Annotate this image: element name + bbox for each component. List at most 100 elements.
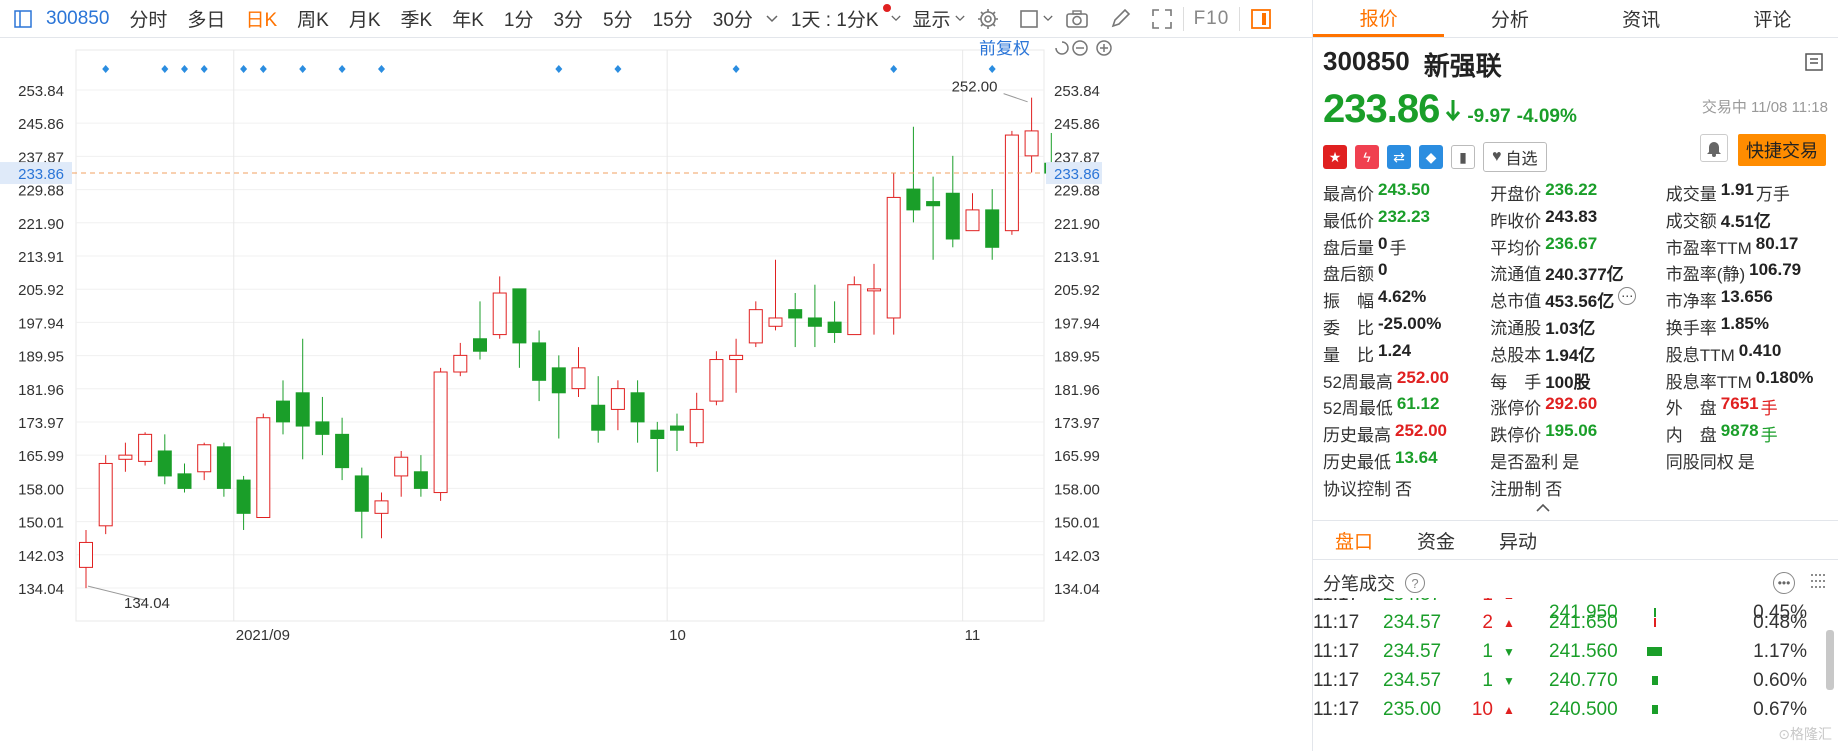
stats-row: 52周最高 252.00 每 手 100股 股息率TTM 0.180% [1323, 368, 1833, 395]
period-tab[interactable]: 多日 [187, 10, 226, 31]
stat-value: -25.00% [1378, 313, 1442, 333]
x-tick-label: 2021/09 [236, 627, 290, 644]
add-watchlist-label: 自选 [1505, 151, 1538, 168]
fq-toggle[interactable]: 前复权 [979, 40, 1030, 58]
event-marker[interactable] [240, 65, 248, 73]
stats-row: 52周最低 61.12 涨停价 292.60 外 盘 7651 手 [1323, 394, 1833, 421]
event-marker[interactable] [988, 65, 996, 73]
zoom-out-icon[interactable] [1072, 40, 1088, 56]
sub-tab[interactable]: 资金 [1417, 531, 1456, 553]
stat-label: 盘后量 [1323, 238, 1374, 258]
tag-icon[interactable]: ◆ [1419, 145, 1443, 169]
quote-tab[interactable]: 报价 [1313, 0, 1445, 37]
display-selector[interactable]: 显示 [903, 0, 967, 38]
period-tab[interactable]: 3分 [553, 10, 584, 31]
period-tab[interactable]: 15分 [652, 10, 693, 31]
event-marker[interactable] [161, 65, 169, 73]
event-marker[interactable] [181, 65, 188, 73]
candle-body [551, 367, 566, 394]
china-flag-icon[interactable]: ★ [1323, 145, 1347, 169]
bookmark-icon[interactable]: ▮ [1451, 145, 1475, 169]
stat-label: 盘后额 [1323, 265, 1374, 285]
stats-row: 委 比 -25.00% 流通股 1.03亿 换手率 1.85% [1323, 314, 1833, 341]
event-marker[interactable] [614, 65, 622, 73]
layout-square-icon[interactable] [1009, 0, 1055, 38]
bell-icon[interactable] [1700, 134, 1728, 162]
event-marker[interactable] [259, 65, 267, 73]
candle-body [295, 392, 310, 427]
more-icon[interactable]: ••• [1773, 572, 1795, 594]
lightning-icon[interactable]: ϟ [1355, 145, 1379, 169]
quote-tab[interactable]: 资讯 [1622, 10, 1661, 31]
candle-body [394, 456, 409, 477]
stat-cell: 开盘价 236.22 [1490, 180, 1666, 207]
stat-label: 最低价 [1323, 211, 1374, 231]
y-tick-label-left: 245.86 [18, 116, 64, 133]
quote-tab[interactable]: 评论 [1753, 10, 1792, 31]
settings-gear-icon[interactable] [967, 0, 1009, 38]
period-tab[interactable]: 5分 [603, 10, 633, 31]
stat-cell: 最低价 232.23 [1323, 207, 1490, 234]
tick-row: 11:17 234.57 1 ▼ 241.560 1.17% [1313, 637, 1838, 666]
collapse-chevron-icon[interactable] [1535, 500, 1551, 518]
quote-tab[interactable]: 分析 [1490, 10, 1529, 31]
tick-row: 11:17 235.00 10 ▲ 240.500 0.67% [1313, 695, 1838, 724]
period-tab[interactable]: 周K [297, 10, 329, 31]
stat-cell: 外 盘 7651 手 [1666, 394, 1833, 421]
stat-value: 195.06 [1545, 421, 1598, 441]
zoom-in-icon[interactable] [1096, 40, 1112, 56]
sub-tab[interactable]: 盘口 [1335, 531, 1374, 553]
period-tab[interactable]: 1分 [503, 10, 534, 31]
list-icon[interactable] [1804, 52, 1824, 77]
stat-cell: 每 手 100股 [1490, 368, 1666, 395]
candle-body [689, 408, 704, 444]
panel-toggle-icon[interactable] [1240, 0, 1282, 38]
sidebar-toggle-icon[interactable] [0, 0, 36, 38]
period-tab[interactable]: 年K [452, 10, 484, 31]
candle-body [216, 446, 231, 489]
tick-price: 234.57 [1383, 598, 1441, 606]
f10-button[interactable]: F10 [1193, 7, 1230, 29]
chevron-down-icon[interactable] [889, 0, 903, 38]
stat-value: 4.62% [1378, 287, 1427, 307]
help-icon[interactable]: ? [1405, 573, 1425, 593]
event-marker[interactable] [102, 65, 110, 73]
x-tick-label: 10 [669, 627, 686, 644]
stat-cell: 股息率TTM 0.180% [1666, 368, 1833, 395]
interval-selector[interactable]: 1天 : 1分K [781, 0, 891, 38]
scrollbar[interactable] [1826, 630, 1834, 690]
camera-icon[interactable] [1055, 0, 1099, 38]
y-tick-label-left: 134.04 [18, 581, 64, 598]
more-icon[interactable]: ⋯ [1618, 287, 1637, 306]
pencil-icon[interactable] [1099, 0, 1141, 38]
stat-label: 流通股 [1490, 318, 1542, 338]
list-view-icon[interactable] [1809, 572, 1829, 595]
sub-tab[interactable]: 异动 [1499, 531, 1538, 553]
chevron-down-icon[interactable] [763, 0, 781, 38]
period-tab[interactable]: 月K [348, 10, 381, 31]
fullscreen-icon[interactable] [1141, 0, 1183, 38]
undo-icon[interactable] [1055, 41, 1069, 55]
event-marker[interactable] [200, 65, 208, 73]
event-marker[interactable] [299, 65, 307, 73]
period-tab[interactable]: 日K [245, 10, 278, 31]
display-label: 显示 [912, 10, 951, 31]
period-tab[interactable]: 季K [400, 10, 433, 31]
event-marker[interactable] [890, 65, 898, 73]
tick-list[interactable]: 11:17 234.57 1 ▲ 241.950 0.45% 11:17 234.57 2 ▲ 24… [1313, 598, 1838, 751]
stat-value: 是 [1562, 452, 1580, 472]
stats-row: 历史最低 13.64 是否盈利是同股同权是 [1323, 448, 1833, 475]
event-marker[interactable] [732, 65, 740, 73]
period-tab[interactable]: 分时 [129, 10, 168, 31]
shuffle-icon[interactable]: ⇄ [1387, 145, 1411, 169]
event-marker[interactable] [555, 65, 563, 73]
period-tab[interactable]: 30分 [712, 10, 753, 31]
event-marker[interactable] [338, 65, 346, 73]
add-watchlist-button[interactable]: ♥ 自选 [1483, 142, 1547, 172]
event-marker[interactable] [378, 65, 385, 73]
up-triangle-icon: ▲ [1503, 615, 1515, 630]
interval-label: 1天 : 1分K [790, 10, 879, 31]
quick-trade-button[interactable]: 快捷交易 [1738, 134, 1826, 166]
up-triangle-icon: ▲ [1503, 598, 1515, 602]
